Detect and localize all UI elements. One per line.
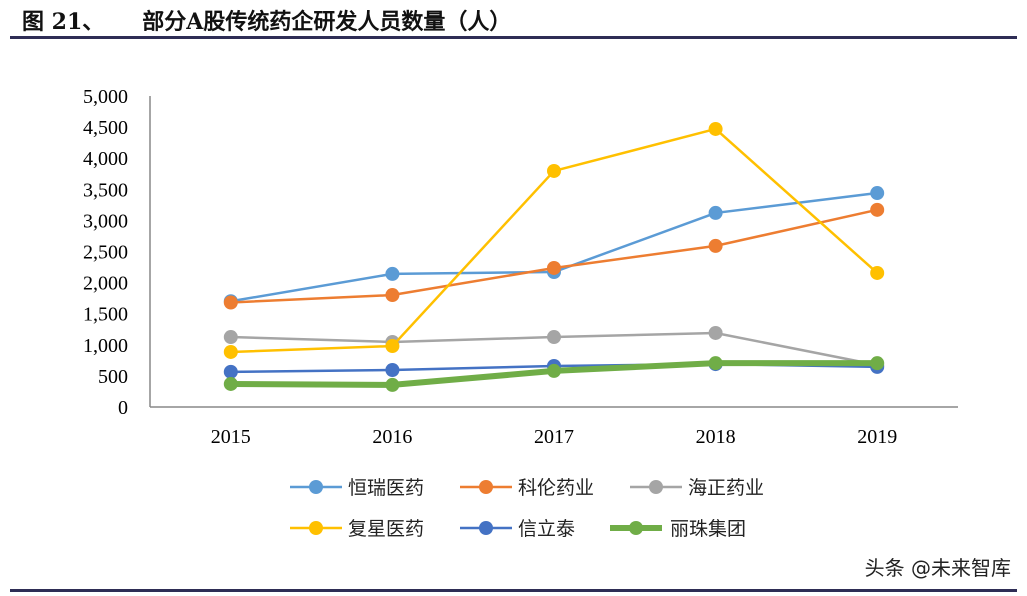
data-point bbox=[870, 265, 885, 280]
data-point bbox=[547, 163, 561, 178]
x-tick-label: 2015 bbox=[211, 426, 251, 448]
data-point bbox=[547, 330, 561, 345]
legend-swatch-marker bbox=[479, 521, 493, 535]
series-line-2 bbox=[230, 208, 878, 304]
legend-swatch-marker bbox=[309, 521, 323, 535]
data-point bbox=[223, 364, 238, 379]
legend-swatch-marker bbox=[629, 521, 643, 535]
data-point bbox=[223, 376, 238, 391]
data-point bbox=[708, 325, 723, 340]
y-tick-label: 3,000 bbox=[83, 210, 128, 232]
y-tick-label: 3,500 bbox=[83, 179, 128, 201]
y-tick-label: 5,000 bbox=[83, 86, 128, 108]
data-point bbox=[708, 356, 723, 371]
figure-title: 图 21、 部分A股传统药企研发人员数量（人） bbox=[22, 4, 511, 36]
data-point bbox=[385, 362, 400, 377]
legend-label: 海正药业 bbox=[688, 477, 764, 499]
y-tick-label: 2,000 bbox=[83, 273, 128, 295]
legend-swatch-marker bbox=[309, 480, 323, 494]
data-point bbox=[708, 205, 723, 220]
y-tick-label: 4,000 bbox=[83, 148, 128, 170]
legend-label: 丽珠集团 bbox=[670, 518, 746, 540]
data-point bbox=[708, 238, 723, 253]
x-tick-label: 2016 bbox=[372, 426, 412, 448]
data-point bbox=[870, 356, 885, 371]
data-point bbox=[385, 377, 400, 392]
bottom-divider bbox=[10, 589, 1017, 592]
series-line-4 bbox=[230, 127, 879, 354]
data-point bbox=[385, 288, 400, 303]
data-point bbox=[385, 266, 400, 281]
watermark: 头条 @未来智库 bbox=[864, 556, 1011, 580]
x-tick-label: 2018 bbox=[696, 426, 736, 448]
legend-label: 恒瑞医药 bbox=[348, 477, 424, 499]
data-point bbox=[223, 330, 238, 345]
data-point bbox=[223, 295, 238, 310]
data-point bbox=[547, 363, 561, 378]
y-tick-label: 500 bbox=[98, 366, 128, 388]
y-tick-label: 0 bbox=[118, 397, 128, 419]
x-tick-label: 2019 bbox=[857, 426, 897, 448]
y-tick-label: 1,500 bbox=[83, 304, 128, 326]
chart-title: 部分A股传统药企研发人员数量（人） bbox=[142, 9, 512, 35]
legend-swatch-marker bbox=[479, 480, 493, 494]
y-tick-label: 4,500 bbox=[83, 117, 128, 139]
legend-swatch-marker bbox=[649, 480, 663, 494]
data-point bbox=[223, 344, 238, 359]
data-point bbox=[547, 260, 561, 275]
data-point bbox=[870, 186, 885, 201]
top-divider bbox=[10, 36, 1017, 39]
x-tick-label: 2017 bbox=[534, 426, 574, 448]
figure-number: 图 21、 bbox=[22, 9, 105, 35]
y-tick-label: 1,000 bbox=[83, 335, 128, 357]
legend-label: 信立泰 bbox=[518, 518, 575, 540]
data-point bbox=[385, 339, 400, 354]
series-line-1 bbox=[230, 191, 878, 303]
legend-label: 复星医药 bbox=[348, 518, 424, 540]
y-tick-label: 2,500 bbox=[83, 242, 128, 264]
data-point bbox=[708, 121, 723, 136]
data-point bbox=[870, 202, 885, 217]
legend-label: 科伦药业 bbox=[518, 477, 594, 499]
